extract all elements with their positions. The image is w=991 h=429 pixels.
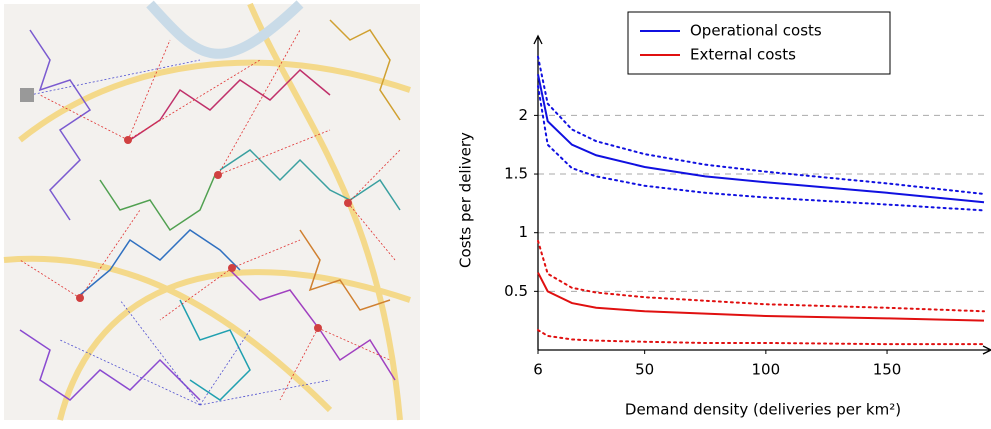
y-axis-label: Costs per delivery [457,132,475,268]
legend-label: External costs [690,46,796,64]
x-tick-label: 6 [533,361,543,379]
series-line [538,273,984,321]
x-tick-label: 50 [635,361,654,379]
y-tick-label: 1.5 [504,165,528,183]
series-line [538,86,984,210]
page: Costs per delivery Demand density (deliv… [0,0,991,429]
series-line [538,74,984,202]
x-axis-label: Demand density (deliveries per km²) [625,401,901,419]
y-tick-label: 0.5 [504,282,528,300]
series-line [538,57,984,194]
legend-label: Operational costs [690,22,822,40]
x-axis [538,346,991,354]
route-map [4,4,420,420]
series-line [538,330,984,344]
y-tick-label: 1 [518,223,528,241]
y-tick-label: 2 [518,106,528,124]
x-tick-label: 150 [873,361,902,379]
map-marker [20,88,34,102]
series-line [538,241,984,311]
x-tick-label: 100 [752,361,781,379]
figure: Costs per delivery Demand density (deliv… [0,0,991,425]
